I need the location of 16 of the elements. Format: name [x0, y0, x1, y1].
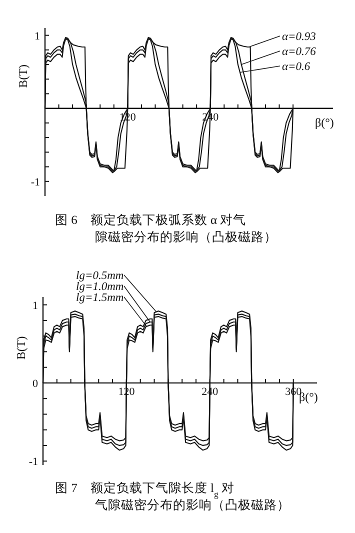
series-label: lg=1.5mm	[76, 292, 124, 304]
text: 图 7 额定负载下气隙长度 l$_{g}$ 对气隙磁密分布的影响（凸极磁路）	[55, 480, 290, 512]
y-tick-label: 0	[32, 378, 38, 390]
series-label: lg=1.0mm	[76, 281, 124, 293]
text: lg=0.5mm	[76, 270, 124, 282]
x-axis-title: β(°)	[315, 115, 334, 130]
y-axis-title: B(T)	[16, 64, 30, 88]
text: 图 6 额定负载下极弧系数 α 对气隙磁密分布的影响（凸极磁路）	[55, 213, 277, 244]
y-axis-title: B(T)	[14, 336, 28, 360]
legend-label: α=0.76	[282, 46, 316, 58]
y-tick-label: 1	[34, 30, 40, 42]
legend-label: α=0.93	[282, 31, 316, 43]
y-tick-label: -1	[30, 176, 40, 188]
y-tick-label: -1	[28, 456, 38, 468]
y-tick-label: 1	[32, 300, 38, 312]
legend-label: α=0.6	[282, 61, 310, 73]
